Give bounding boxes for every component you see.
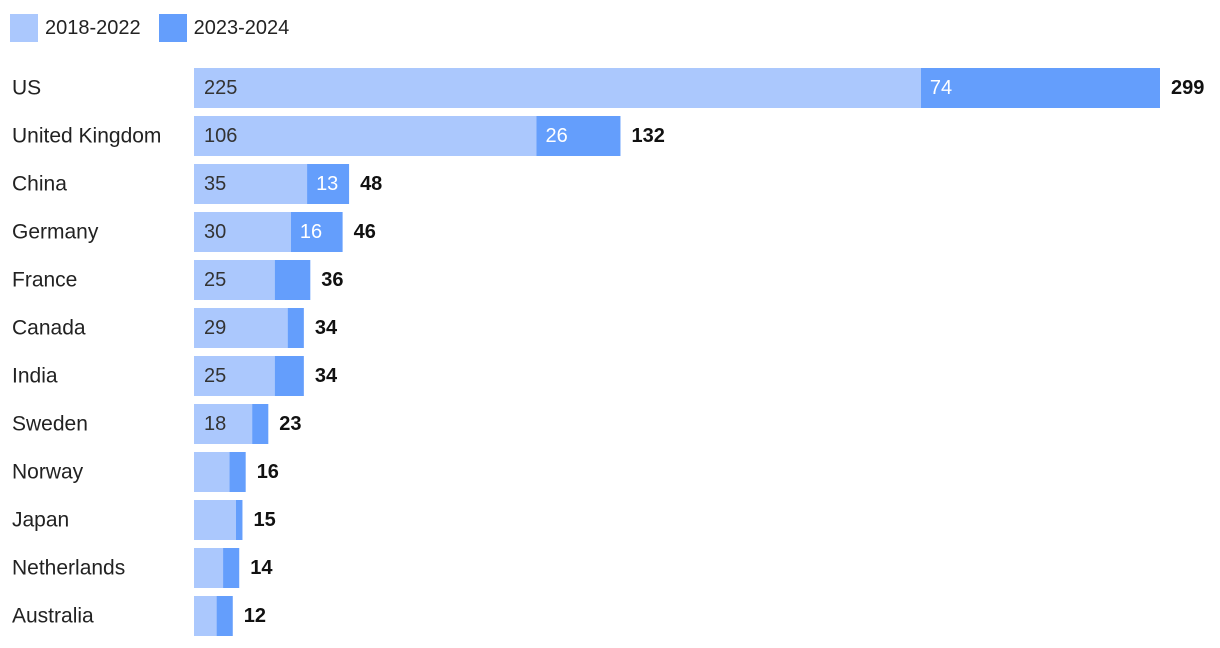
bar-2023-2024-france bbox=[274, 260, 311, 300]
category-label-china: China bbox=[12, 173, 67, 196]
value-label-2018-2022-india: 25 bbox=[204, 365, 226, 387]
value-label-2023-2024-germany: 16 bbox=[300, 221, 322, 243]
category-label-japan: Japan bbox=[12, 509, 69, 532]
total-label-japan: 15 bbox=[253, 509, 275, 531]
total-label-france: 36 bbox=[321, 269, 343, 291]
category-label-norway: Norway bbox=[12, 461, 84, 484]
category-label-germany: Germany bbox=[12, 221, 99, 244]
value-label-2018-2022-sweden: 18 bbox=[204, 413, 226, 435]
category-label-netherlands: Netherlands bbox=[12, 557, 125, 580]
legend-label-2018-2022: 2018-2022 bbox=[45, 16, 141, 39]
legend-swatch-2023-2024 bbox=[158, 14, 187, 42]
total-label-netherlands: 14 bbox=[250, 557, 273, 579]
category-label-canada: Canada bbox=[12, 317, 86, 340]
total-label-germany: 46 bbox=[354, 221, 376, 243]
bar-2018-2022-us bbox=[194, 68, 921, 108]
bar-2023-2024-japan bbox=[236, 500, 243, 540]
value-label-2023-2024-united-kingdom: 26 bbox=[545, 125, 567, 147]
bar-2023-2024-china bbox=[307, 164, 350, 204]
bar-2023-2024-sweden bbox=[252, 404, 269, 444]
bar-2023-2024-canada bbox=[287, 308, 304, 348]
bar-2018-2022-france bbox=[194, 260, 275, 300]
bar-2023-2024-germany bbox=[290, 212, 343, 252]
legend: 2018-2022 2023-2024 bbox=[10, 13, 307, 43]
bar-2018-2022-norway bbox=[194, 452, 230, 492]
total-label-norway: 16 bbox=[257, 461, 279, 483]
total-label-australia: 12 bbox=[244, 605, 266, 627]
value-label-2018-2022-united-kingdom: 106 bbox=[204, 125, 237, 147]
legend-item-2023-2024: 2023-2024 bbox=[158, 14, 290, 42]
category-label-sweden: Sweden bbox=[12, 413, 88, 436]
bar-2018-2022-japan bbox=[194, 500, 236, 540]
bar-2018-2022-united-kingdom bbox=[194, 116, 537, 156]
legend-label-2023-2024: 2023-2024 bbox=[193, 16, 290, 39]
bar-2018-2022-germany bbox=[194, 212, 291, 252]
value-label-2018-2022-france: 25 bbox=[204, 269, 226, 291]
bar-2023-2024-india bbox=[274, 356, 304, 396]
value-label-2018-2022-us: 225 bbox=[204, 77, 237, 99]
category-label-australia: Australia bbox=[12, 605, 94, 628]
value-label-2018-2022-canada: 29 bbox=[204, 317, 226, 339]
value-label-2023-2024-us: 74 bbox=[930, 77, 952, 99]
category-label-united-kingdom: United Kingdom bbox=[12, 125, 161, 148]
category-label-india: India bbox=[12, 365, 58, 388]
value-label-2023-2024-china: 13 bbox=[316, 173, 338, 195]
bar-2023-2024-united-kingdom bbox=[536, 116, 621, 156]
total-label-us: 299 bbox=[1171, 77, 1204, 99]
category-label-us: US bbox=[12, 77, 41, 100]
legend-swatch-2018-2022 bbox=[10, 14, 38, 42]
legend-item-2018-2022: 2018-2022 bbox=[10, 14, 141, 42]
total-label-canada: 34 bbox=[315, 317, 338, 339]
bar-2023-2024-australia bbox=[216, 596, 233, 636]
bar-2018-2022-netherlands bbox=[194, 548, 224, 588]
bar-2023-2024-netherlands bbox=[223, 548, 240, 588]
bar-2018-2022-china bbox=[194, 164, 308, 204]
bar-2018-2022-sweden bbox=[194, 404, 253, 444]
total-label-united-kingdom: 132 bbox=[631, 125, 664, 147]
bar-2023-2024-us bbox=[920, 68, 1160, 108]
category-label-france: France bbox=[12, 269, 77, 292]
total-label-india: 34 bbox=[315, 365, 338, 387]
value-label-2018-2022-china: 35 bbox=[204, 173, 226, 195]
total-label-china: 48 bbox=[360, 173, 382, 195]
total-label-sweden: 23 bbox=[279, 413, 301, 435]
bar-2023-2024-norway bbox=[229, 452, 246, 492]
bar-2018-2022-australia bbox=[194, 596, 217, 636]
value-label-2018-2022-germany: 30 bbox=[204, 221, 226, 243]
bar-2018-2022-canada bbox=[194, 308, 288, 348]
bar-2018-2022-india bbox=[194, 356, 275, 396]
